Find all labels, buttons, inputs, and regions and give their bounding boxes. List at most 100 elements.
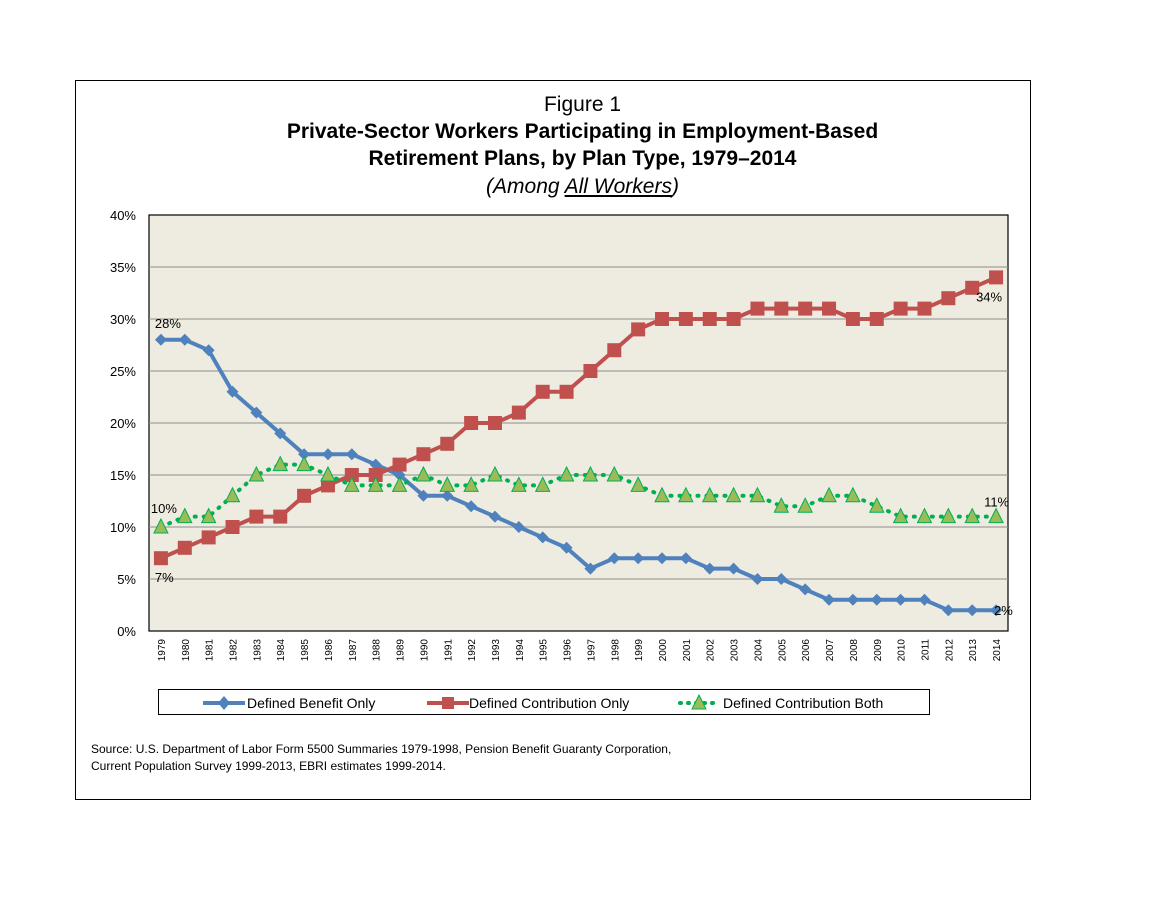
subtitle-suffix: ) — [671, 175, 679, 198]
data-point — [632, 552, 645, 565]
data-point — [679, 552, 692, 565]
data-point — [487, 465, 503, 482]
data-point — [821, 486, 837, 503]
data-point — [272, 455, 289, 472]
data-point — [201, 530, 216, 545]
x-tick-label: 2011 — [920, 639, 931, 661]
data-point — [320, 478, 335, 493]
x-tick-label: 1987 — [348, 639, 359, 662]
data-point — [608, 552, 621, 565]
x-tick-label: 2012 — [944, 639, 955, 662]
y-tick-label: 35% — [110, 260, 136, 275]
x-tick-label: 1986 — [324, 639, 335, 662]
legend-item-defined-benefit: Defined Benefit Only — [203, 695, 375, 711]
data-point — [845, 486, 861, 503]
data-point — [846, 593, 859, 606]
data-point — [177, 540, 192, 555]
data-point — [392, 457, 407, 472]
series-defined-contribution-only — [153, 270, 1004, 566]
data-point — [487, 416, 502, 430]
data-point — [464, 416, 479, 430]
data-point — [249, 509, 264, 524]
data-point — [917, 301, 932, 316]
data-point — [582, 465, 599, 482]
chart-legend: Defined Benefit Only Defined Contributio… — [158, 689, 930, 715]
data-point — [631, 322, 646, 337]
chart-title-line2: Retirement Plans, by Plan Type, 1979–201… — [368, 147, 797, 170]
x-tick-label: 1979 — [157, 639, 168, 662]
chart-subtitle: (Among All Workers) — [0, 175, 1165, 199]
y-tick-label: 30% — [110, 312, 136, 327]
data-point — [224, 486, 241, 503]
data-point — [536, 531, 549, 544]
data-point — [868, 497, 885, 513]
data-point — [559, 384, 574, 399]
y-tick-label: 40% — [110, 208, 136, 223]
data-point — [415, 465, 432, 482]
data-point — [942, 604, 955, 617]
x-tick-label: 1989 — [396, 639, 407, 662]
x-tick-label: 2006 — [801, 639, 812, 662]
legend-diamond-icon — [218, 696, 230, 710]
data-point — [176, 507, 193, 524]
data-point — [775, 573, 788, 585]
data-point — [966, 604, 979, 617]
data-point — [727, 562, 740, 575]
data-point — [153, 551, 168, 566]
legend-item-defined-contribution-both: Defined Contribution Both — [678, 693, 883, 711]
x-tick-label: 1983 — [252, 639, 263, 662]
data-point — [870, 593, 883, 606]
data-labels: 28% 7% 10% 34% 11% 2% — [151, 289, 1013, 618]
y-axis-ticks: 0% 5% 10% 15% 20% 25% 30% 35% 40% — [110, 208, 136, 639]
data-point — [964, 507, 981, 524]
y-tick-label: 25% — [110, 364, 136, 379]
data-label: 28% — [155, 316, 181, 331]
x-tick-label: 1991 — [443, 639, 454, 662]
data-point — [440, 436, 455, 451]
x-tick-label: 2005 — [777, 639, 788, 662]
data-point — [441, 489, 454, 502]
data-label: 10% — [151, 501, 177, 516]
data-point — [344, 476, 360, 492]
data-point — [655, 312, 670, 326]
data-point — [892, 507, 909, 524]
data-point — [845, 312, 860, 326]
data-point — [248, 465, 265, 482]
legend-item-defined-contribution: Defined Contribution Only — [427, 695, 629, 711]
x-tick-label: 2007 — [825, 639, 836, 662]
source-note-line1: Source: U.S. Department of Labor Form 55… — [91, 742, 672, 756]
data-point — [822, 301, 837, 316]
data-point — [321, 448, 334, 461]
legend-square-icon — [442, 697, 454, 709]
data-point — [751, 573, 764, 585]
x-tick-label: 2014 — [992, 639, 1003, 662]
x-tick-label: 1998 — [610, 639, 621, 662]
data-point — [368, 468, 383, 482]
data-point — [916, 507, 933, 524]
data-point — [799, 583, 812, 596]
data-point — [965, 280, 980, 295]
data-point — [200, 507, 217, 524]
data-label: 11% — [984, 495, 1009, 510]
data-point — [940, 507, 957, 524]
x-tick-label: 1980 — [181, 639, 192, 662]
data-point — [153, 517, 169, 534]
data-point — [369, 458, 382, 471]
y-tick-label: 10% — [110, 520, 136, 535]
data-point — [988, 507, 1004, 524]
data-point — [703, 562, 716, 575]
x-tick-label: 2009 — [873, 639, 884, 662]
data-point — [823, 593, 836, 606]
data-point — [918, 593, 931, 606]
data-point — [726, 312, 741, 326]
y-tick-label: 20% — [110, 416, 136, 431]
x-tick-label: 1996 — [563, 639, 574, 662]
y-tick-label: 5% — [117, 572, 136, 587]
data-point — [725, 486, 742, 503]
legend-label-db: Defined Benefit Only — [247, 695, 375, 711]
x-tick-label: 1981 — [205, 639, 216, 662]
x-tick-label: 1993 — [491, 639, 502, 662]
data-point — [250, 406, 263, 419]
x-tick-label: 1990 — [419, 639, 430, 662]
